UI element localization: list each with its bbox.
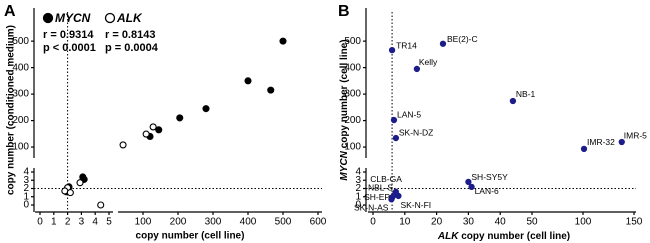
point-label: NBL-S bbox=[368, 182, 393, 192]
data-point bbox=[267, 86, 275, 94]
data-point bbox=[119, 141, 127, 149]
data-point bbox=[509, 97, 517, 105]
x-tick-label: 50 bbox=[526, 217, 538, 228]
data-point bbox=[279, 37, 287, 45]
point-label: IMR-32 bbox=[587, 137, 615, 147]
y-axis-label: copy number (conditioned medium) bbox=[6, 25, 17, 195]
x-tick-label: 100 bbox=[135, 217, 152, 228]
y-tick-label: 200 bbox=[344, 115, 361, 126]
legend-marker bbox=[42, 12, 54, 24]
y-tick-label: 300 bbox=[12, 89, 29, 100]
gene-name: MYCN bbox=[339, 150, 350, 180]
y-tick-label: 300 bbox=[344, 89, 361, 100]
x-axis-label: copy number (cell line) bbox=[136, 231, 245, 242]
legend-label: MYCN bbox=[55, 11, 91, 25]
data-point bbox=[580, 145, 588, 153]
legend-marker bbox=[104, 12, 116, 24]
statistic: r = 0.8143 bbox=[105, 29, 155, 41]
point-label: NB-1 bbox=[516, 89, 536, 99]
panel-label: A bbox=[4, 3, 16, 20]
data-point bbox=[142, 130, 150, 138]
point-label: IMR-5 bbox=[624, 130, 647, 140]
statistic: r = 0.9314 bbox=[43, 29, 94, 41]
y-tick-label: 3 bbox=[23, 175, 29, 186]
point-label: SK-N-AS bbox=[354, 202, 389, 212]
x-tick-label: 0 bbox=[370, 217, 376, 228]
data-point bbox=[202, 105, 210, 113]
x-tick-label: 10 bbox=[399, 217, 411, 228]
x-tick-label: 4 bbox=[92, 217, 98, 228]
data-point bbox=[155, 126, 163, 134]
data-point bbox=[468, 183, 475, 190]
y-tick-label: 3 bbox=[355, 175, 361, 186]
data-point bbox=[618, 138, 625, 146]
statistic: p < 0.0001 bbox=[43, 42, 96, 54]
y-tick-label: 500 bbox=[12, 36, 29, 47]
x-tick-label: 500 bbox=[275, 217, 292, 228]
data-point bbox=[388, 196, 395, 203]
x-tick-label: 600 bbox=[310, 217, 327, 228]
label-text: copy number (cell line) bbox=[339, 39, 350, 148]
data-point bbox=[392, 134, 400, 142]
y-tick-label: 0 bbox=[23, 200, 29, 211]
y-tick-label: 100 bbox=[12, 142, 29, 153]
point-label: Kelly bbox=[419, 57, 438, 67]
data-point bbox=[395, 192, 402, 200]
x-tick-label: 20 bbox=[431, 217, 443, 228]
data-point bbox=[244, 77, 252, 85]
x-tick-label: 400 bbox=[240, 217, 257, 228]
x-tick-label: 5 bbox=[106, 217, 112, 228]
y-tick-label: 2 bbox=[23, 183, 29, 194]
x-tick-label: 40 bbox=[495, 217, 507, 228]
point-label: SH-SY5Y bbox=[471, 172, 508, 182]
gene-name: ALK bbox=[437, 231, 459, 242]
x-tick-label: 3 bbox=[79, 217, 85, 228]
x-tick-label: 2 bbox=[65, 217, 71, 228]
point-label: CLB-GA bbox=[370, 174, 402, 184]
point-label: LAN-5 bbox=[397, 109, 421, 119]
point-label: SH-EP bbox=[364, 192, 390, 202]
data-point bbox=[149, 123, 157, 131]
y-tick-label: 500 bbox=[344, 36, 361, 47]
x-tick-label: 1 bbox=[51, 217, 57, 228]
data-point bbox=[66, 189, 74, 197]
y-tick-label: 0 bbox=[355, 200, 361, 211]
legend-label: ALK bbox=[116, 11, 143, 25]
y-tick-label: 400 bbox=[12, 62, 29, 73]
x-tick-label: 0 bbox=[37, 217, 43, 228]
y-tick-label: 200 bbox=[12, 115, 29, 126]
x-axis-label: ALK copy number (cell line) bbox=[437, 231, 570, 242]
point-label: SK-N-DZ bbox=[399, 127, 433, 137]
data-point bbox=[465, 178, 472, 186]
y-tick-label: 4 bbox=[355, 167, 361, 178]
x-tick-label: 200 bbox=[170, 217, 187, 228]
y-tick-label: 400 bbox=[344, 62, 361, 73]
statistic: p = 0.0004 bbox=[105, 42, 159, 54]
data-point bbox=[439, 40, 447, 47]
point-label: LAN-6 bbox=[475, 186, 499, 196]
y-tick-label: 4 bbox=[23, 167, 29, 178]
panel-label: B bbox=[338, 3, 350, 20]
point-label: SK-N-FI bbox=[400, 200, 431, 210]
x-tick-label: 30 bbox=[463, 217, 475, 228]
y-tick-label: 100 bbox=[344, 142, 361, 153]
data-point bbox=[388, 46, 396, 54]
point-label: BE(2)-C bbox=[447, 34, 478, 44]
x-tick-label: 100 bbox=[575, 217, 592, 228]
data-point bbox=[97, 201, 105, 209]
data-point bbox=[413, 65, 421, 73]
x-tick-label: 150 bbox=[626, 217, 643, 228]
data-point bbox=[176, 114, 184, 122]
y-axis-label: MYCN copy number (cell line) bbox=[339, 39, 350, 180]
label-text: copy number (cell line) bbox=[461, 231, 570, 242]
data-point bbox=[390, 116, 398, 124]
y-tick-label: 2 bbox=[355, 183, 361, 194]
point-label: TR14 bbox=[396, 40, 417, 50]
data-point bbox=[76, 179, 84, 187]
y-tick-label: 1 bbox=[355, 191, 361, 202]
x-tick-label: 300 bbox=[205, 217, 222, 228]
y-tick-label: 1 bbox=[23, 191, 29, 202]
